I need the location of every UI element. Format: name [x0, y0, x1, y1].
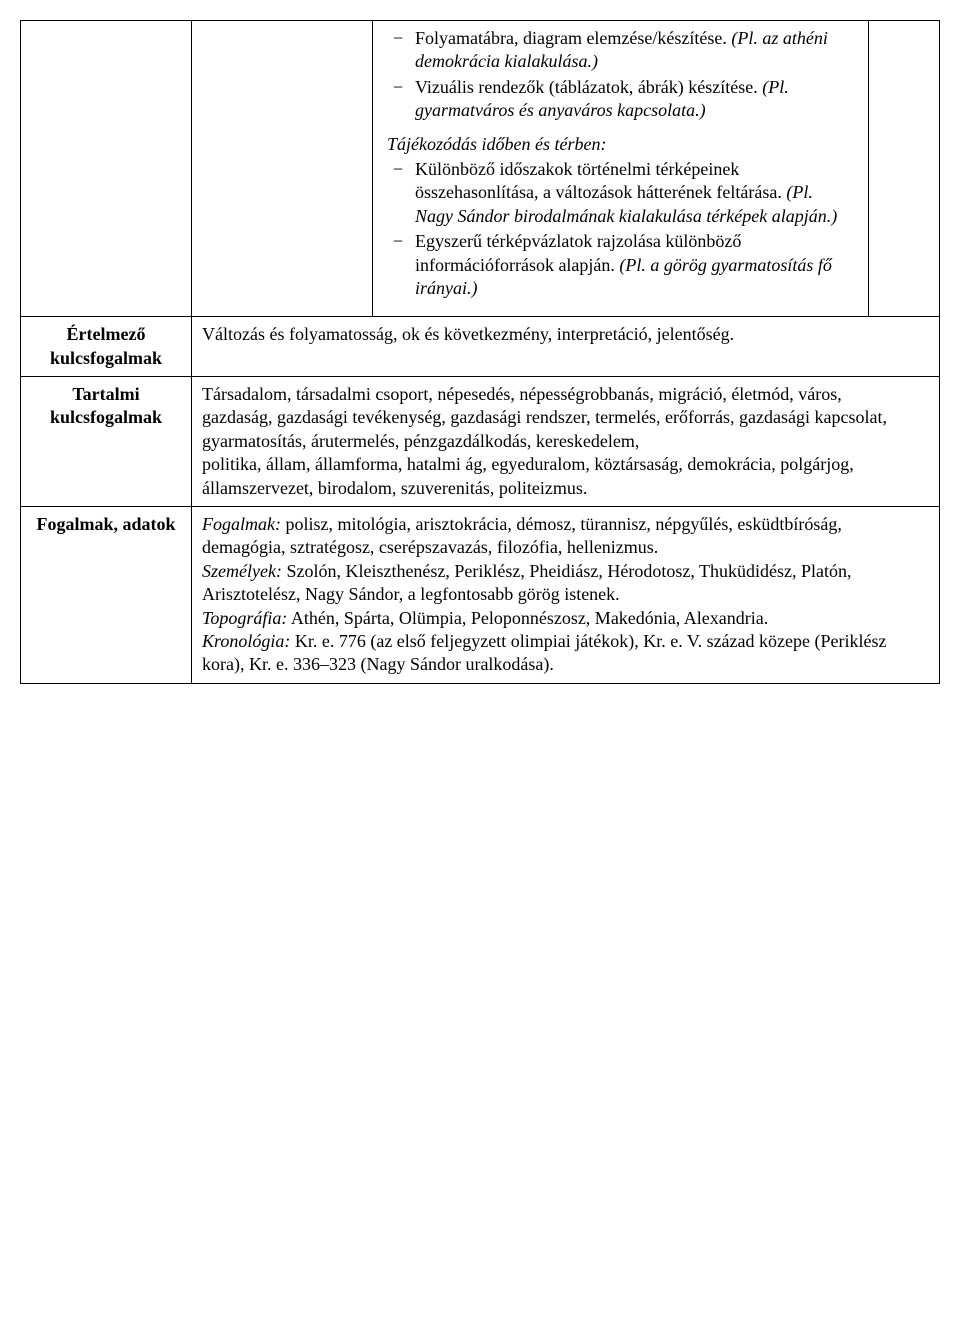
- row1-inner-mid: Folyamatábra, diagram elemzése/készítése…: [373, 21, 869, 316]
- list-item-text: Különböző időszakok történelmi térképein…: [415, 159, 786, 202]
- row3-label: Tartalmi kulcsfogalmak: [21, 377, 192, 507]
- row4-kronologia: Kronológia: Kr. e. 776 (az első feljegyz…: [202, 630, 929, 677]
- row1-block2-list: Különböző időszakok történelmi térképein…: [387, 158, 854, 300]
- kronologia-label: Kronológia:: [202, 631, 290, 651]
- fogalmak-text: polisz, mitológia, arisztokrácia, démosz…: [202, 514, 842, 557]
- list-item: Egyszerű térképvázlatok rajzolása különb…: [387, 230, 854, 300]
- row4-fogalmak: Fogalmak: polisz, mitológia, arisztokrác…: [202, 513, 929, 560]
- kronologia-text: Kr. e. 776 (az első feljegyzett olimpiai…: [202, 631, 886, 674]
- row3-line3: politika, állam, államforma, hatalmi ág,…: [202, 453, 929, 500]
- topografia-text: Athén, Spárta, Olümpia, Peloponnészosz, …: [287, 608, 768, 628]
- row1-inner-right: [869, 21, 939, 316]
- row3-line2: gazdaság, gazdasági tevékenység, gazdasá…: [202, 406, 929, 453]
- row1-label: [21, 21, 192, 317]
- row1-content-container: Folyamatábra, diagram elemzése/készítése…: [192, 21, 940, 317]
- row2-content: Változás és folyamatosság, ok és követke…: [192, 317, 940, 377]
- row3-content: Társadalom, társadalmi csoport, népesedé…: [192, 377, 940, 507]
- topografia-label: Topográfia:: [202, 608, 287, 628]
- list-item: Különböző időszakok történelmi térképein…: [387, 158, 854, 228]
- row4-topografia: Topográfia: Athén, Spárta, Olümpia, Pelo…: [202, 607, 929, 630]
- row4-label: Fogalmak, adatok: [21, 507, 192, 684]
- row4-szemelyek: Személyek: Szolón, Kleiszthenész, Perikl…: [202, 560, 929, 607]
- list-item: Vizuális rendezők (táblázatok, ábrák) ké…: [387, 76, 854, 123]
- szemelyek-label: Személyek:: [202, 561, 282, 581]
- fogalmak-label: Fogalmak:: [202, 514, 281, 534]
- row2-label: Értelmező kulcsfogalmak: [21, 317, 192, 377]
- row1-block1-list: Folyamatábra, diagram elemzése/készítése…: [387, 27, 854, 123]
- row3-line1: Társadalom, társadalmi csoport, népesedé…: [202, 383, 929, 406]
- curriculum-table: Folyamatábra, diagram elemzése/készítése…: [20, 20, 940, 684]
- row1-inner-left: [192, 21, 373, 316]
- szemelyek-text: Szolón, Kleiszthenész, Periklész, Pheidi…: [202, 561, 852, 604]
- row1-block2-heading: Tájékozódás időben és térben:: [387, 133, 854, 156]
- list-item-text: Vizuális rendezők (táblázatok, ábrák) ké…: [415, 77, 762, 97]
- list-item-text: Folyamatábra, diagram elemzése/készítése…: [415, 28, 731, 48]
- list-item: Folyamatábra, diagram elemzése/készítése…: [387, 27, 854, 74]
- row4-content: Fogalmak: polisz, mitológia, arisztokrác…: [192, 507, 940, 684]
